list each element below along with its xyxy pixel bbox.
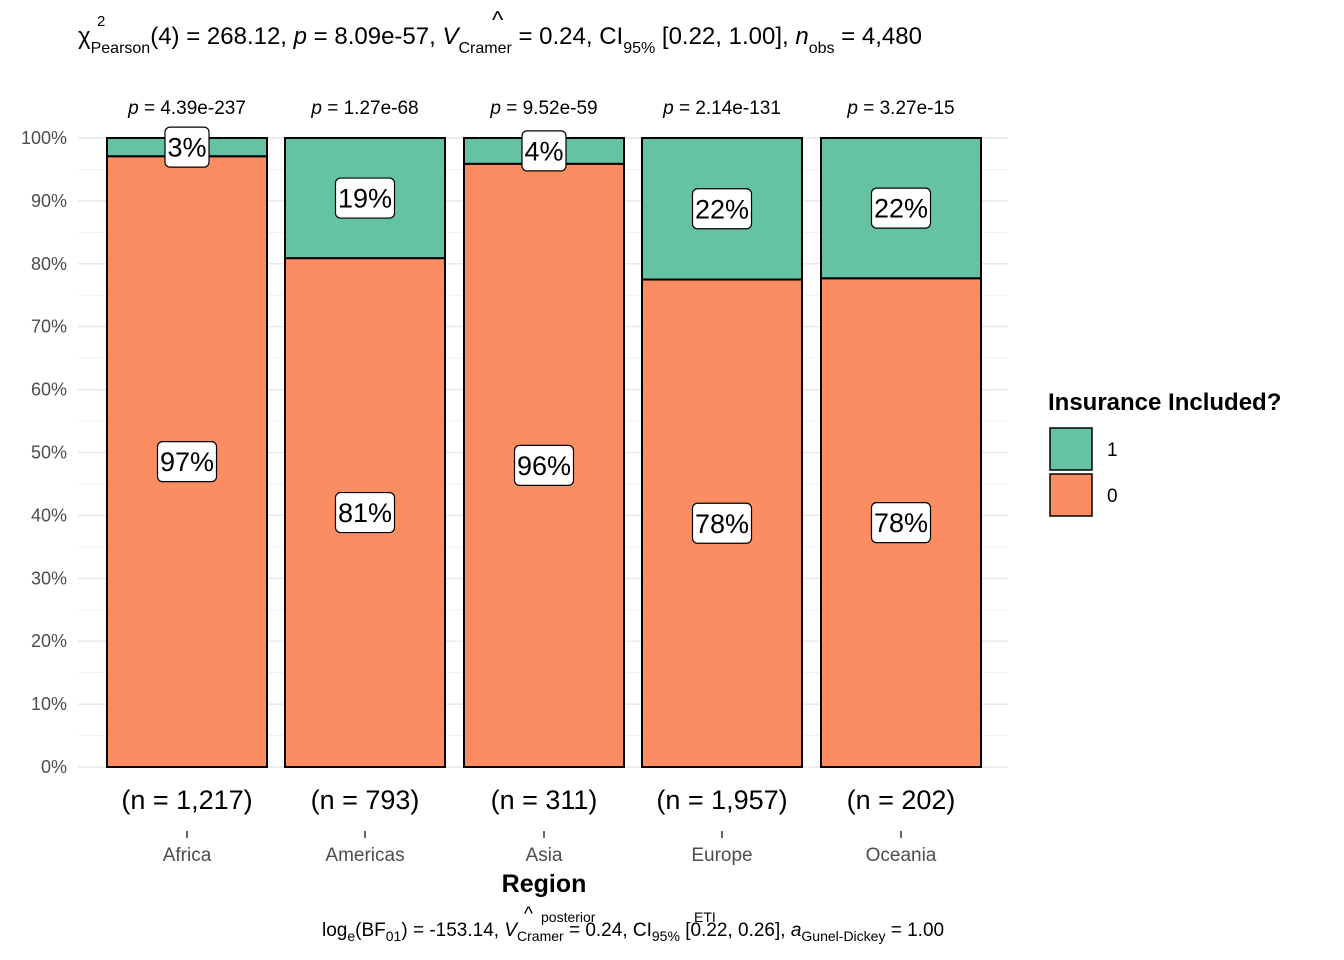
percent-label-box <box>521 130 567 172</box>
caption-v-hat-accent: ^ <box>524 904 533 925</box>
percent-label-1: 19% <box>334 177 396 219</box>
y-tick-label: 70% <box>31 317 67 337</box>
x-tick-label: Oceania <box>866 845 937 866</box>
p-value-label: p = 4.39e-237 <box>127 98 246 119</box>
caption-ci-superscript: ETI <box>694 909 716 925</box>
percent-label-box <box>870 187 932 229</box>
n-count-label: (n = 202) <box>847 785 956 815</box>
chi-superscript: 2 <box>97 13 105 30</box>
y-tick-label: 60% <box>31 380 67 400</box>
y-tick-label: 100% <box>21 128 67 148</box>
percent-label-box <box>513 444 575 486</box>
percent-label-text: 22% <box>874 194 928 224</box>
percent-label-text: 78% <box>874 508 928 538</box>
percent-label-0: 96% <box>513 444 575 486</box>
legend-label: 1 <box>1107 440 1118 461</box>
percent-label-box <box>691 188 753 230</box>
percent-label-text: 3% <box>167 133 206 163</box>
percent-label-0: 78% <box>691 502 753 544</box>
y-tick-label: 80% <box>31 254 67 274</box>
chart-title: χPearson(4) = 268.12, p = 8.09e-57, VCra… <box>78 23 922 57</box>
legend-key-1 <box>1049 427 1093 471</box>
x-tick-label: Europe <box>691 845 752 866</box>
x-axis: (n = 1,217) Africa (n = 793) Americas (n = 3… <box>121 785 955 866</box>
x-axis-title: Region <box>502 870 587 898</box>
legend-label: 0 <box>1107 486 1118 507</box>
percent-label-1: 3% <box>164 126 210 168</box>
n-count-label: (n = 1,217) <box>121 785 252 815</box>
y-axis: 0% 10% 20% 30% 40% 50% 60% 70% 80% 90% 100% <box>21 128 67 777</box>
p-value-label: p = 9.52e-59 <box>489 98 597 119</box>
percent-label-1: 4% <box>521 130 567 172</box>
percent-label-0: 81% <box>334 491 396 534</box>
percent-label-text: 96% <box>517 451 571 481</box>
y-tick-label: 0% <box>41 757 67 777</box>
y-tick-label: 30% <box>31 568 67 588</box>
percent-label-text: 22% <box>695 194 749 224</box>
percent-label-1: 22% <box>870 187 932 229</box>
x-tick-label: Asia <box>526 845 563 866</box>
caption-v-superscript: posterior <box>541 909 596 925</box>
y-tick-label: 90% <box>31 191 67 211</box>
legend: Insurance Included? 1 0 <box>1048 389 1281 517</box>
percent-label-text: 97% <box>160 447 214 477</box>
percent-label-text: 19% <box>338 184 392 214</box>
y-tick-label: 40% <box>31 505 67 525</box>
n-count-label: (n = 1,957) <box>656 785 787 815</box>
y-tick-label: 50% <box>31 443 67 463</box>
percent-labels: 97% 3% 81% 19% 96% 4% 78% 22% 78% 22% <box>156 126 932 544</box>
y-tick-label: 20% <box>31 631 67 651</box>
legend-key-0 <box>1049 473 1093 517</box>
p-value-label: p = 1.27e-68 <box>310 98 418 119</box>
percent-label-box <box>164 126 210 168</box>
n-count-label: (n = 793) <box>311 785 420 815</box>
percent-label-box <box>691 502 753 544</box>
percent-label-0: 78% <box>870 502 932 544</box>
p-value-label: p = 2.14e-131 <box>662 98 781 119</box>
x-tick-label: Africa <box>163 845 212 866</box>
chart-caption: loge(BF01) = -153.14, VCramer = 0.24, CI… <box>322 920 944 944</box>
p-value-labels: p = 4.39e-237 p = 1.27e-68 p = 9.52e-59 p =… <box>127 98 955 119</box>
y-tick-label: 10% <box>31 694 67 714</box>
percent-label-text: 4% <box>524 136 563 166</box>
percent-label-0: 97% <box>156 441 218 483</box>
percent-label-text: 81% <box>338 498 392 528</box>
percent-label-box <box>156 441 218 483</box>
p-value-label: p = 3.27e-15 <box>846 98 954 119</box>
v-hat-accent: ^ <box>492 7 504 34</box>
percent-label-box <box>334 491 396 534</box>
percent-label-1: 22% <box>691 188 753 230</box>
percent-label-box <box>870 502 932 544</box>
n-count-label: (n = 311) <box>491 785 598 815</box>
legend-title: Insurance Included? <box>1048 389 1281 416</box>
percent-label-text: 78% <box>695 509 749 539</box>
x-tick-label: Americas <box>325 845 404 866</box>
percent-label-box <box>334 177 396 219</box>
